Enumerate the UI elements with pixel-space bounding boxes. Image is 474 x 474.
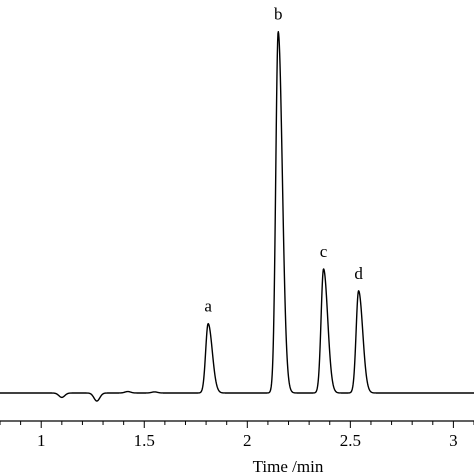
- peak-label-a: a: [204, 297, 212, 316]
- x-tick-label: 3: [449, 431, 458, 450]
- x-tick-label: 2: [243, 431, 252, 450]
- x-axis-ticks: [0, 421, 474, 428]
- chromatogram-trace: [0, 31, 474, 402]
- peak-label-c: c: [320, 242, 328, 261]
- peak-label-b: b: [274, 5, 283, 24]
- x-tick-label: 1: [37, 431, 46, 450]
- x-axis-tick-labels: 1 1.5 2 2.5 3: [37, 431, 458, 450]
- peak-labels: a b c d: [204, 5, 363, 316]
- x-tick-label: 1.5: [134, 431, 155, 450]
- peak-label-d: d: [354, 264, 363, 283]
- x-tick-label: 2.5: [340, 431, 361, 450]
- x-axis-title: Time /min: [253, 457, 324, 474]
